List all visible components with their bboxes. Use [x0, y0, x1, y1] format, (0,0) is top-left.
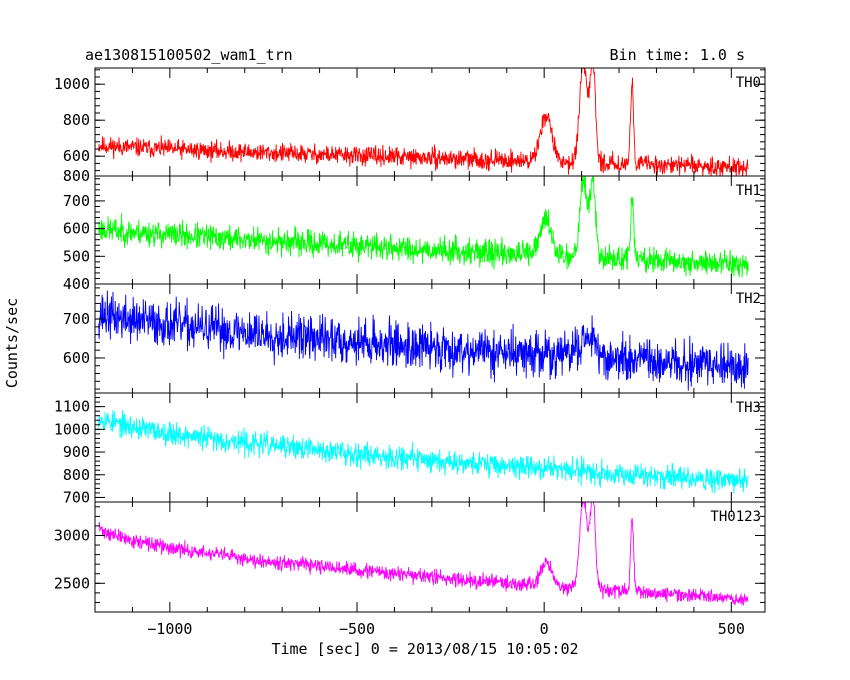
panel-th1: 500 600 700 400 TH1: [63, 175, 766, 293]
panel-th0123: 2500 3000 TH0123: [54, 501, 766, 613]
chart-title: ae130815100502_wam1_trn: [85, 46, 293, 64]
y-axis-title: Counts/sec: [3, 298, 21, 388]
y-tick-label: 800: [63, 466, 90, 484]
series-line-th1: [98, 176, 749, 278]
panel-label-th3: TH3: [736, 400, 761, 416]
series-line-th2: [98, 290, 749, 391]
series-line-th0123: [98, 502, 749, 606]
x-tick-label: −1000: [147, 620, 192, 638]
panel-th0: 600 800 1000 800 TH0: [54, 67, 766, 185]
panels-group: 600 800 1000 800 TH0 500 600 700 400 TH1 600 700 TH2…: [54, 67, 766, 613]
y-tick-label: 700: [63, 192, 90, 210]
y-tick-label: 700: [63, 488, 90, 506]
y-tick-label: 2500: [54, 574, 90, 592]
y-boundary-label: 800: [63, 167, 90, 185]
x-tick-label: 0: [540, 620, 549, 638]
y-tick-label: 900: [63, 443, 90, 461]
panel-frame: [94, 501, 766, 613]
y-tick-label: 1000: [54, 75, 90, 93]
y-tick-label: 600: [63, 349, 90, 367]
panel-label-th1: TH1: [736, 183, 761, 199]
series-line-th0: [98, 68, 749, 176]
y-tick-label: 600: [63, 147, 90, 165]
x-tick-label: 500: [718, 620, 745, 638]
bin-time-label: Bin time: 1.0 s: [610, 46, 745, 64]
y-tick-label: 700: [63, 310, 90, 328]
y-boundary-label: 400: [63, 275, 90, 293]
panel-th2: 600 700 TH2: [63, 283, 766, 394]
panel-frame: [94, 283, 766, 394]
panel-th3: 700 800 900 1000 1100 TH3: [54, 392, 766, 506]
x-axis-title: Time [sec] 0 = 2013/08/15 10:05:02: [271, 640, 578, 658]
y-tick-label: 1100: [54, 398, 90, 416]
panel-label-th0123: TH0123: [710, 509, 761, 525]
x-axis: −1000 −500 0 500: [147, 620, 745, 638]
panel-label-th0: TH0: [736, 75, 761, 91]
y-tick-label: 600: [63, 220, 90, 238]
y-tick-label: 800: [63, 111, 90, 129]
y-tick-label: 3000: [54, 526, 90, 544]
y-tick-label: 1000: [54, 420, 90, 438]
x-tick-label: −500: [339, 620, 375, 638]
panel-label-th2: TH2: [736, 291, 761, 307]
y-tick-label: 500: [63, 247, 90, 265]
series-line-th3: [98, 409, 749, 494]
